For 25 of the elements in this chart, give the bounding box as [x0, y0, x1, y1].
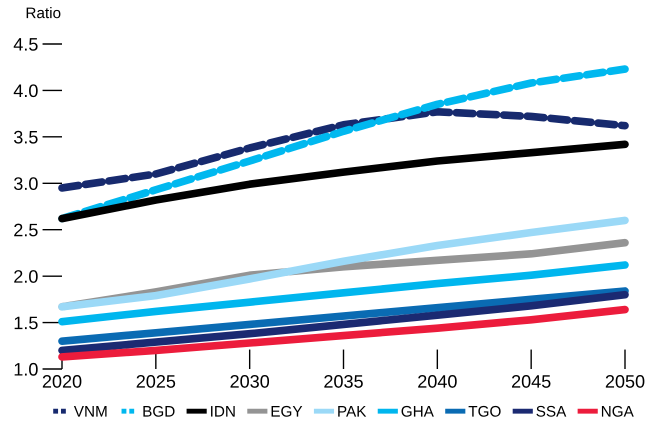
- y-tick-label: 2.0: [14, 270, 38, 283]
- x-tick-label: 2040: [418, 375, 457, 388]
- legend-label: EGY: [272, 406, 302, 417]
- legend-label: IDN: [211, 406, 235, 417]
- x-tick-label: 2020: [42, 375, 82, 388]
- x-tick-label: 2050: [606, 375, 644, 388]
- legend-label: BGD: [143, 406, 175, 417]
- legend-label: SSA: [536, 406, 566, 417]
- x-tick-label: 2045: [512, 375, 550, 388]
- legend-label: VNM: [74, 406, 107, 417]
- x-tick-label: 2030: [230, 375, 270, 388]
- legend-label: NGA: [602, 406, 634, 417]
- legend-label: PAK: [338, 406, 366, 417]
- y-tick-label: 2.5: [14, 224, 38, 236]
- y-tick-label: 1.5: [14, 316, 38, 330]
- y-tick-label: 4.0: [14, 84, 38, 98]
- x-tick-label: 2025: [136, 375, 176, 388]
- y-tick-label: 3.0: [14, 177, 38, 190]
- legend-label: GHA: [402, 406, 434, 417]
- x-tick-label: 2035: [324, 375, 363, 388]
- legend-label: TGO: [468, 406, 501, 417]
- y-tick-label: 1.0: [14, 362, 38, 376]
- y-tick-label: 4.5: [14, 38, 38, 51]
- y-axis-title: Ratio: [26, 7, 60, 18]
- y-tick-label: 3.5: [14, 130, 38, 144]
